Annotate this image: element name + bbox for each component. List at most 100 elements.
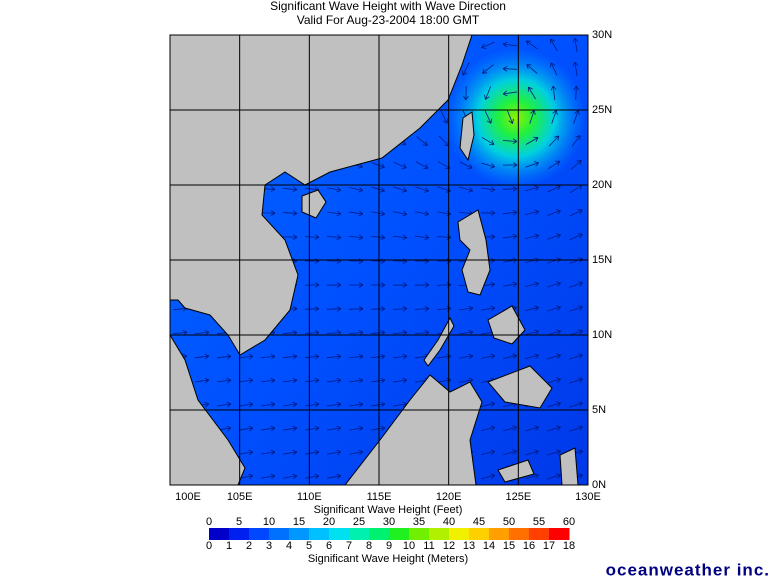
wave-arrow — [459, 305, 474, 312]
wave-arrow — [569, 233, 583, 241]
wave-arrow — [326, 234, 342, 241]
wave-arrow — [415, 186, 429, 193]
meters-tick: 14 — [483, 540, 495, 552]
wave-arrow — [525, 473, 540, 480]
wave-arrow — [507, 110, 514, 124]
colorbar-cell — [229, 528, 250, 540]
wave-arrow — [414, 234, 430, 241]
brand: oceanweather inc. — [606, 560, 770, 579]
wave-arrow — [525, 40, 538, 50]
meters-tick: 0 — [206, 540, 212, 552]
wave-arrow — [525, 425, 540, 432]
wave-arrow — [260, 353, 276, 360]
wave-arrow — [525, 353, 540, 360]
wave-arrow — [526, 64, 538, 74]
wave-arrow — [393, 161, 407, 169]
wave-arrow — [370, 282, 386, 288]
colorbar-cell — [449, 528, 470, 540]
wave-arrow — [216, 353, 232, 360]
wave-arrow — [239, 377, 254, 384]
wave-arrow — [326, 353, 342, 360]
colorbar-cell — [309, 528, 330, 540]
lon-label: 130E — [575, 491, 601, 503]
colorbar-cell — [249, 528, 270, 540]
lon-label: 115E — [367, 491, 392, 503]
wave-arrow — [282, 186, 298, 193]
wave-arrow — [502, 209, 518, 216]
wave-arrow — [393, 186, 407, 193]
land — [170, 35, 579, 485]
wave-arrow — [570, 159, 582, 170]
meters-tick: 3 — [266, 540, 272, 552]
lon-label: 110E — [297, 491, 322, 503]
meters-tick: 18 — [563, 540, 575, 552]
wave-arrow — [348, 282, 364, 288]
wave-arrow — [573, 110, 580, 124]
wave-arrow — [525, 136, 539, 145]
wave-arrow — [371, 401, 386, 408]
wave-arrow — [481, 353, 496, 360]
wave-arrow — [502, 162, 518, 168]
wave-arrow — [549, 38, 558, 52]
meters-tick: 7 — [346, 540, 352, 552]
axis-labels: 30N 25N 20N 15N 10N 5N 0N 100E 105E 110E 115E 120E 1… — [175, 29, 612, 503]
feet-tick: 50 — [503, 516, 515, 528]
lat-label: 15N — [592, 254, 612, 266]
meters-tick: 1 — [226, 540, 232, 552]
meters-title: Significant Wave Height (Meters) — [308, 553, 468, 565]
wave-arrow — [238, 353, 254, 360]
meters-tick: 9 — [386, 540, 392, 552]
meters-tick: 6 — [326, 540, 332, 552]
feet-tick: 30 — [383, 516, 395, 528]
wave-arrow — [393, 353, 408, 360]
wave-arrow — [349, 377, 364, 384]
colorbar-cell — [329, 528, 350, 540]
wave-arrow — [370, 353, 386, 360]
wave-arrow — [348, 353, 364, 360]
colorbar-cell — [389, 528, 410, 540]
wave-arrow — [327, 473, 342, 480]
lat-label: 25N — [592, 104, 612, 116]
wave-arrow — [304, 306, 320, 312]
wave-arrow — [569, 281, 583, 288]
wave-arrow — [481, 41, 495, 49]
wave-arrow — [371, 425, 386, 432]
meters-tick: 13 — [463, 540, 475, 552]
wave-arrow — [569, 305, 583, 312]
wave-arrow — [217, 401, 232, 408]
wave-arrow — [349, 401, 364, 408]
wave-arrow — [371, 162, 385, 169]
title: Significant Wave Height with Wave Direct… — [270, 0, 506, 13]
wave-arrow — [480, 210, 496, 216]
wave-arrow — [348, 234, 364, 241]
wave-arrow — [547, 449, 562, 456]
map — [170, 35, 588, 485]
wave-arrow — [283, 425, 298, 432]
feet-tick: 60 — [563, 516, 575, 528]
wave-arrow — [261, 473, 276, 480]
wave-arrow — [548, 135, 560, 147]
wave-arrow — [348, 306, 364, 312]
wave-arrow — [415, 210, 430, 217]
lat-label: 20N — [592, 179, 612, 191]
wave-arrow — [349, 186, 364, 193]
wave-arrow — [502, 186, 518, 192]
wave-arrow — [239, 449, 254, 456]
colorbar-cell — [269, 528, 290, 540]
wave-arrow — [327, 186, 342, 193]
wave-arrow — [547, 401, 562, 408]
wave-arrow — [459, 161, 473, 170]
subtitle: Valid For Aug-23-2004 18:00 GMT — [297, 13, 480, 27]
graticule — [170, 35, 588, 485]
colorbar-cell — [489, 528, 510, 540]
lon-label: 120E — [436, 491, 462, 503]
wave-arrow — [484, 86, 491, 100]
wave-arrow — [569, 329, 583, 336]
wave-arrow — [502, 90, 517, 97]
wave-arrow — [283, 473, 298, 480]
wave-arrow — [573, 85, 579, 101]
lon-label: 105E — [227, 491, 253, 503]
wave-arrow — [326, 306, 342, 312]
colorbar-cell — [529, 528, 550, 540]
wave-arrow — [393, 210, 408, 217]
